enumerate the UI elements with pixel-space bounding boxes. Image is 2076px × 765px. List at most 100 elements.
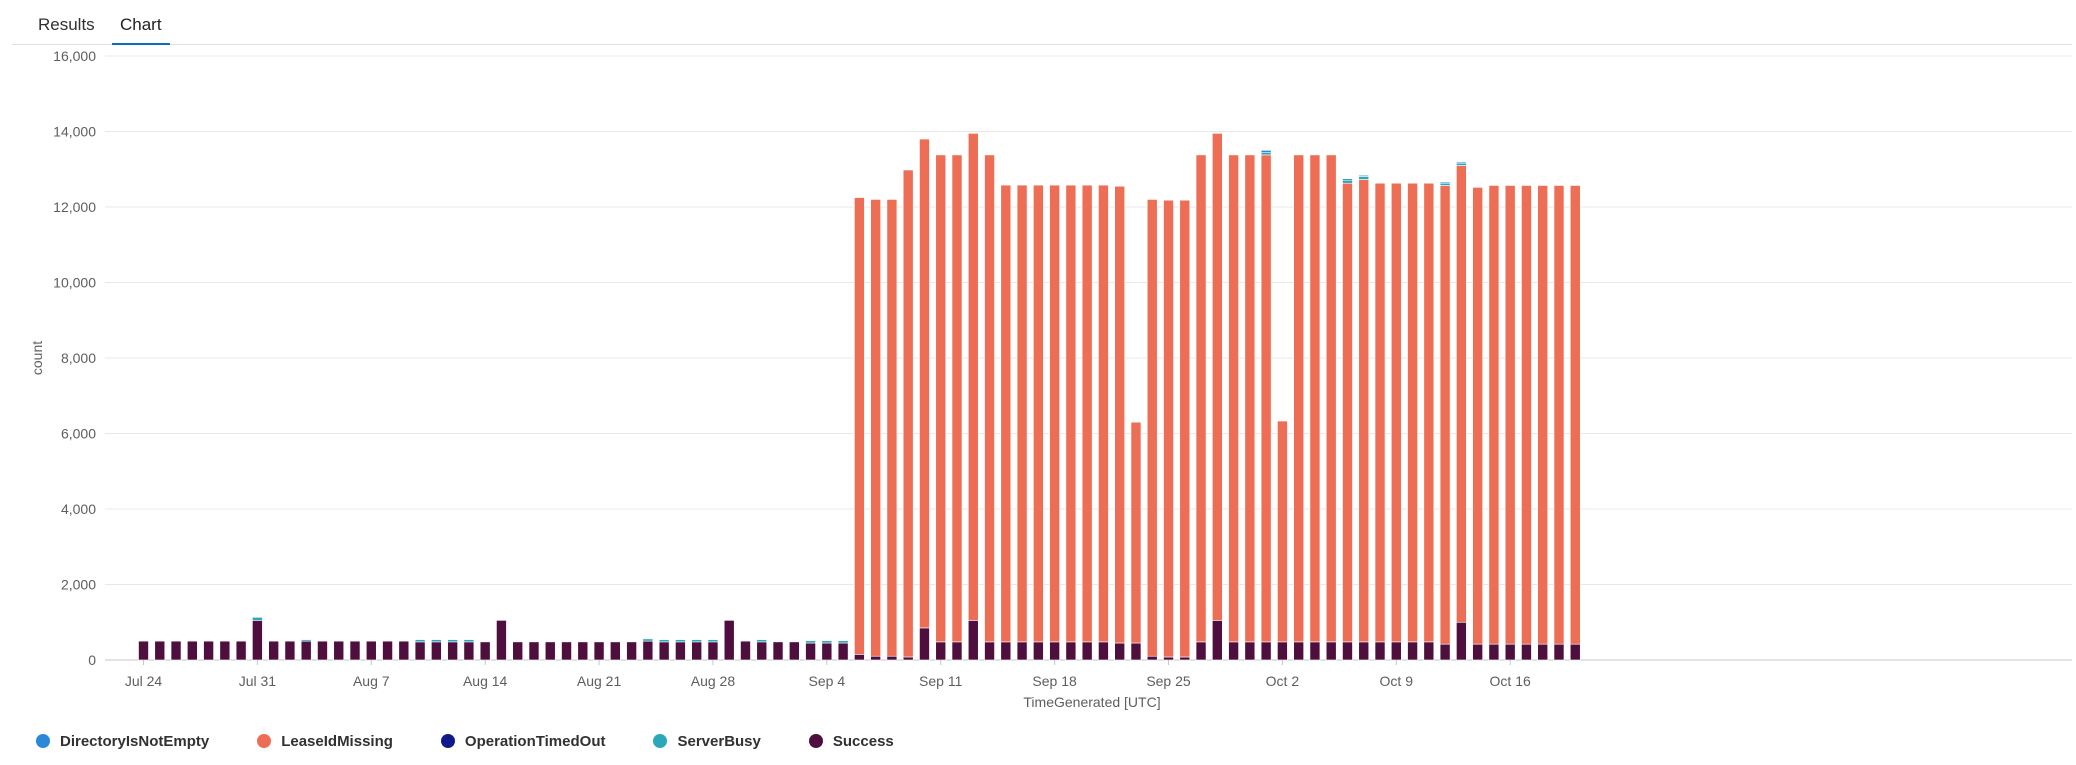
bar-segment-server-busy bbox=[756, 639, 768, 643]
bar-segment-lease-id-missing bbox=[1521, 185, 1532, 645]
x-axis-title: TimeGenerated [UTC] bbox=[1023, 694, 1160, 710]
bar-segment-lease-id-missing bbox=[1163, 199, 1174, 658]
bar-segment-success bbox=[414, 641, 426, 661]
legend-label: ServerBusy bbox=[677, 732, 761, 750]
bar-segment-success bbox=[1504, 643, 1516, 661]
bar-segment-server-busy bbox=[447, 639, 458, 643]
bar-segment-success bbox=[170, 640, 182, 661]
bar-segment-directory-is-not-empty bbox=[1456, 161, 1467, 164]
bar-segment-lease-id-missing bbox=[1130, 421, 1142, 644]
y-tick-label: 6,000 bbox=[61, 426, 96, 442]
x-tick-label: Sep 18 bbox=[1032, 673, 1077, 689]
bar-segment-success bbox=[349, 640, 361, 661]
bar-segment-success bbox=[235, 640, 247, 661]
bar-segment-success bbox=[951, 641, 963, 661]
bar-segment-success bbox=[821, 642, 833, 661]
bar-segment-lease-id-missing bbox=[1195, 154, 1207, 643]
y-tick-label: 10,000 bbox=[53, 275, 96, 291]
x-tick-label: Sep 11 bbox=[919, 673, 963, 689]
bar-segment-success bbox=[1342, 641, 1353, 661]
bar-segment-lease-id-missing bbox=[1358, 179, 1370, 643]
legend-swatch bbox=[808, 734, 823, 748]
bar-segment-success bbox=[886, 655, 898, 661]
bar-segment-lease-id-missing bbox=[1244, 154, 1256, 643]
bar-segment-lease-id-missing bbox=[886, 199, 898, 657]
bar-segment-success bbox=[268, 640, 279, 661]
bar-segment-success bbox=[1472, 643, 1483, 661]
bar-segment-lease-id-missing bbox=[1016, 184, 1028, 643]
bar-segment-success bbox=[593, 641, 605, 661]
y-tick-label: 8,000 bbox=[61, 350, 96, 366]
legend-item-directory-is-not-empty[interactable]: DirectoryIsNotEmpty bbox=[36, 733, 209, 750]
bar-segment-lease-id-missing bbox=[1228, 154, 1239, 643]
bar-segment-success bbox=[1000, 641, 1012, 661]
bar-segment-success bbox=[707, 641, 719, 661]
bar-segment-success bbox=[788, 641, 800, 661]
bar-segment-directory-is-not-empty bbox=[1260, 150, 1272, 153]
tab-results[interactable]: Results bbox=[38, 15, 95, 34]
bar-segment-success bbox=[528, 641, 540, 661]
bar-segment-server-busy bbox=[675, 639, 686, 643]
bar-segment-success bbox=[723, 620, 735, 661]
bar-segment-success bbox=[479, 641, 491, 661]
bar-segment-server-busy bbox=[642, 638, 654, 642]
bar-segment-lease-id-missing bbox=[1504, 185, 1516, 645]
bar-segment-success bbox=[300, 640, 312, 661]
bar-segment-success bbox=[544, 641, 556, 661]
bar-segment-lease-id-missing bbox=[1146, 199, 1158, 657]
y-tick-label: 0 bbox=[88, 652, 96, 668]
bar-segment-success bbox=[1325, 641, 1337, 661]
legend-label: Success bbox=[832, 732, 894, 750]
bar-segment-lease-id-missing bbox=[967, 133, 979, 621]
bar-segment-success bbox=[967, 620, 979, 661]
bar-segment-success bbox=[1358, 641, 1370, 661]
bar-segment-lease-id-missing bbox=[1309, 154, 1321, 643]
bar-segment-success bbox=[1065, 641, 1077, 661]
x-tick-label: Jul 31 bbox=[239, 673, 277, 689]
bar-segment-server-busy bbox=[837, 640, 849, 644]
bar-segment-server-busy bbox=[707, 639, 719, 643]
bar-segment-server-busy bbox=[1342, 179, 1353, 184]
bar-segment-success bbox=[187, 640, 198, 661]
bar-segment-success bbox=[1098, 641, 1109, 661]
y-tick-label: 16,000 bbox=[53, 48, 96, 64]
legend-label: LeaseIdMissing bbox=[281, 732, 393, 750]
bar-segment-server-busy bbox=[1358, 176, 1370, 180]
bar-segment-lease-id-missing bbox=[1456, 165, 1467, 623]
bar-segment-success bbox=[317, 640, 328, 661]
legend-item-success[interactable]: Success bbox=[808, 732, 894, 750]
bar-segment-directory-is-not-empty bbox=[1342, 178, 1353, 181]
bar-segment-lease-id-missing bbox=[1374, 182, 1386, 643]
legend-item-lease-id-missing[interactable]: LeaseIdMissing bbox=[257, 733, 393, 750]
bar-segment-lease-id-missing bbox=[1098, 184, 1109, 643]
bar-segment-success bbox=[1146, 655, 1158, 661]
bar-segment-success bbox=[772, 641, 784, 661]
bar-segment-success bbox=[1293, 641, 1304, 661]
bar-segment-server-busy bbox=[463, 639, 475, 643]
x-tick-label: Aug 21 bbox=[577, 673, 622, 689]
bar-segment-success bbox=[333, 640, 345, 661]
bar-segment-lease-id-missing bbox=[902, 169, 914, 658]
bar-segment-lease-id-missing bbox=[1537, 185, 1549, 645]
bar-segment-success bbox=[854, 654, 865, 661]
x-tick-label: Jul 24 bbox=[125, 673, 163, 689]
bar-segment-success bbox=[1179, 656, 1191, 661]
legend-item-server-busy[interactable]: ServerBusy bbox=[653, 732, 761, 750]
legend-item-operation-timed-out[interactable]: OperationTimedOut bbox=[440, 733, 605, 750]
bar-segment-success bbox=[398, 640, 410, 661]
bar-segment-success bbox=[284, 640, 296, 661]
bar-segment-success bbox=[252, 620, 263, 661]
bar-segment-success bbox=[1228, 641, 1239, 661]
bar-segment-success bbox=[610, 641, 621, 661]
bar-segment-success bbox=[496, 620, 507, 661]
bar-segment-success bbox=[1163, 656, 1174, 661]
bar-segment-success bbox=[1277, 641, 1288, 661]
bar-segment-success bbox=[577, 641, 589, 661]
bar-segment-server-busy bbox=[658, 639, 670, 643]
x-tick-label: Oct 2 bbox=[1266, 673, 1300, 689]
tab-chart[interactable]: Chart bbox=[112, 14, 170, 45]
y-tick-label: 4,000 bbox=[61, 501, 96, 517]
bar-segment-lease-id-missing bbox=[1407, 182, 1418, 643]
bar-segment-success bbox=[219, 640, 231, 661]
bar-segment-success bbox=[1439, 643, 1451, 661]
